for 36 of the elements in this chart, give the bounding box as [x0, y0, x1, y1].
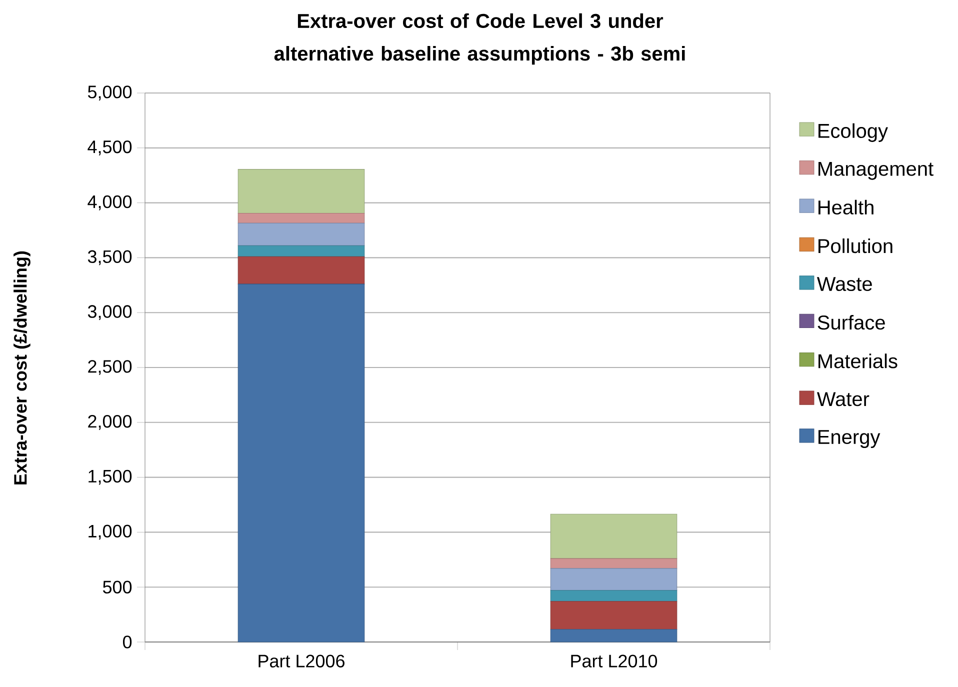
y-tick-label: 3,000: [88, 305, 132, 320]
y-tick-label: 0: [122, 636, 132, 648]
bar: [238, 256, 365, 284]
legend-label: Health: [818, 200, 874, 215]
y-tick-label: 3,500: [88, 250, 132, 266]
y-tick-label: 1,000: [88, 524, 132, 540]
legend-label: Energy: [818, 430, 880, 448]
y-tick-label: 2,000: [88, 414, 132, 430]
bar: [550, 558, 678, 569]
bar: [550, 590, 678, 602]
y-tick-label: 500: [102, 580, 132, 594]
bar: [550, 568, 678, 591]
legend-label: Surface: [818, 314, 885, 330]
x-tick-label: Part L2010: [571, 654, 658, 668]
y-tick-label: 1,500: [88, 470, 132, 485]
bar: [238, 222, 365, 246]
legend-label: Water: [816, 392, 870, 406]
legend-label: Waste: [816, 277, 872, 292]
bar: [550, 514, 678, 559]
chart-title: Extra-over cost of Code Level 3 under alternative baseline assumptions - 3b semi: [274, 13, 685, 65]
bar: [238, 169, 365, 214]
bar: [238, 212, 365, 224]
bar: [550, 601, 678, 630]
bar: [550, 629, 678, 642]
bar: [238, 245, 365, 257]
y-tick-label: 5,000: [88, 86, 132, 100]
legend-label: Management: [818, 162, 934, 180]
y-tick-label: 4,500: [88, 140, 132, 156]
legend-label: Materials: [818, 354, 898, 368]
bar: [238, 284, 365, 642]
legend-label: Ecology: [818, 123, 888, 142]
y-tick-label: 2,500: [88, 360, 132, 375]
y-axis-title: Extra-over cost (£/dwelling): [14, 251, 30, 484]
x-tick-label: Part L2006: [258, 654, 344, 668]
y-tick-label: 4,000: [88, 195, 132, 210]
legend-label: Pollution: [818, 238, 892, 254]
